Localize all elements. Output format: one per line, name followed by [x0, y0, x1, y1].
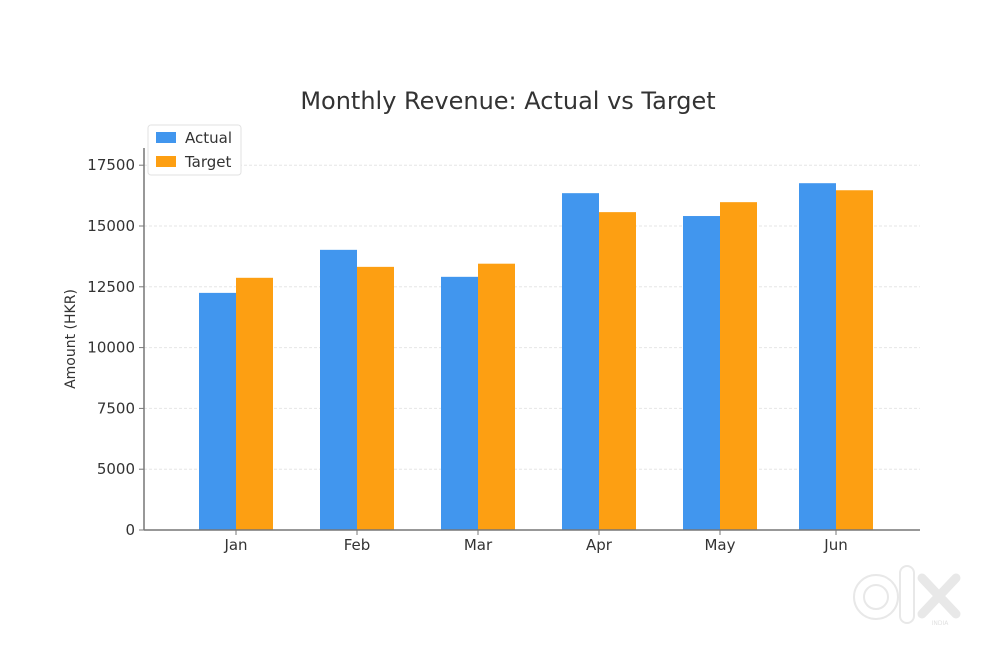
watermark-region: INDIA [932, 620, 950, 627]
y-tick-label: 0 [125, 521, 135, 539]
y-tick-label: 17500 [87, 156, 135, 174]
legend-label-target: Target [184, 153, 232, 171]
bar-target-apr [599, 212, 636, 530]
y-tick-label: 5000 [97, 460, 135, 478]
bar-target-jun [836, 190, 873, 530]
bar-target-feb [357, 266, 394, 530]
y-tick-label: 12500 [87, 278, 135, 296]
x-tick-label: Jun [823, 536, 847, 554]
bar-actual-feb [320, 249, 357, 530]
olx-watermark: INDIA [853, 565, 961, 627]
bar-actual-apr [562, 193, 599, 530]
bar-target-mar [478, 263, 515, 530]
x-ticks: Jan Feb Mar Apr May Jun [223, 530, 848, 554]
x-tick-label: May [704, 536, 735, 554]
bar-actual-may [683, 216, 720, 530]
legend-swatch-target [156, 156, 176, 167]
bar-target-may [720, 202, 757, 531]
legend-swatch-actual [156, 132, 176, 143]
y-ticks: 0 5000 7500 10000 12500 15000 17500 [87, 156, 144, 539]
bars [199, 183, 873, 531]
y-axis-label: Amount (HKR) [63, 289, 79, 389]
bar-actual-mar [441, 276, 478, 530]
x-tick-label: Apr [586, 536, 613, 554]
y-tick-label: 10000 [87, 339, 135, 357]
legend: Actual Target [147, 124, 242, 176]
bar-actual-jan [199, 292, 236, 530]
chart-title: Monthly Revenue: Actual vs Target [300, 87, 715, 115]
y-tick-label: 15000 [87, 217, 135, 235]
gridlines [144, 164, 920, 470]
y-tick-label: 7500 [97, 399, 135, 417]
bar-actual-jun [799, 183, 836, 531]
x-tick-label: Feb [344, 536, 371, 554]
x-tick-label: Mar [464, 536, 493, 554]
bar-target-jan [236, 277, 273, 530]
legend-label-actual: Actual [185, 129, 232, 147]
x-tick-label: Jan [223, 536, 247, 554]
